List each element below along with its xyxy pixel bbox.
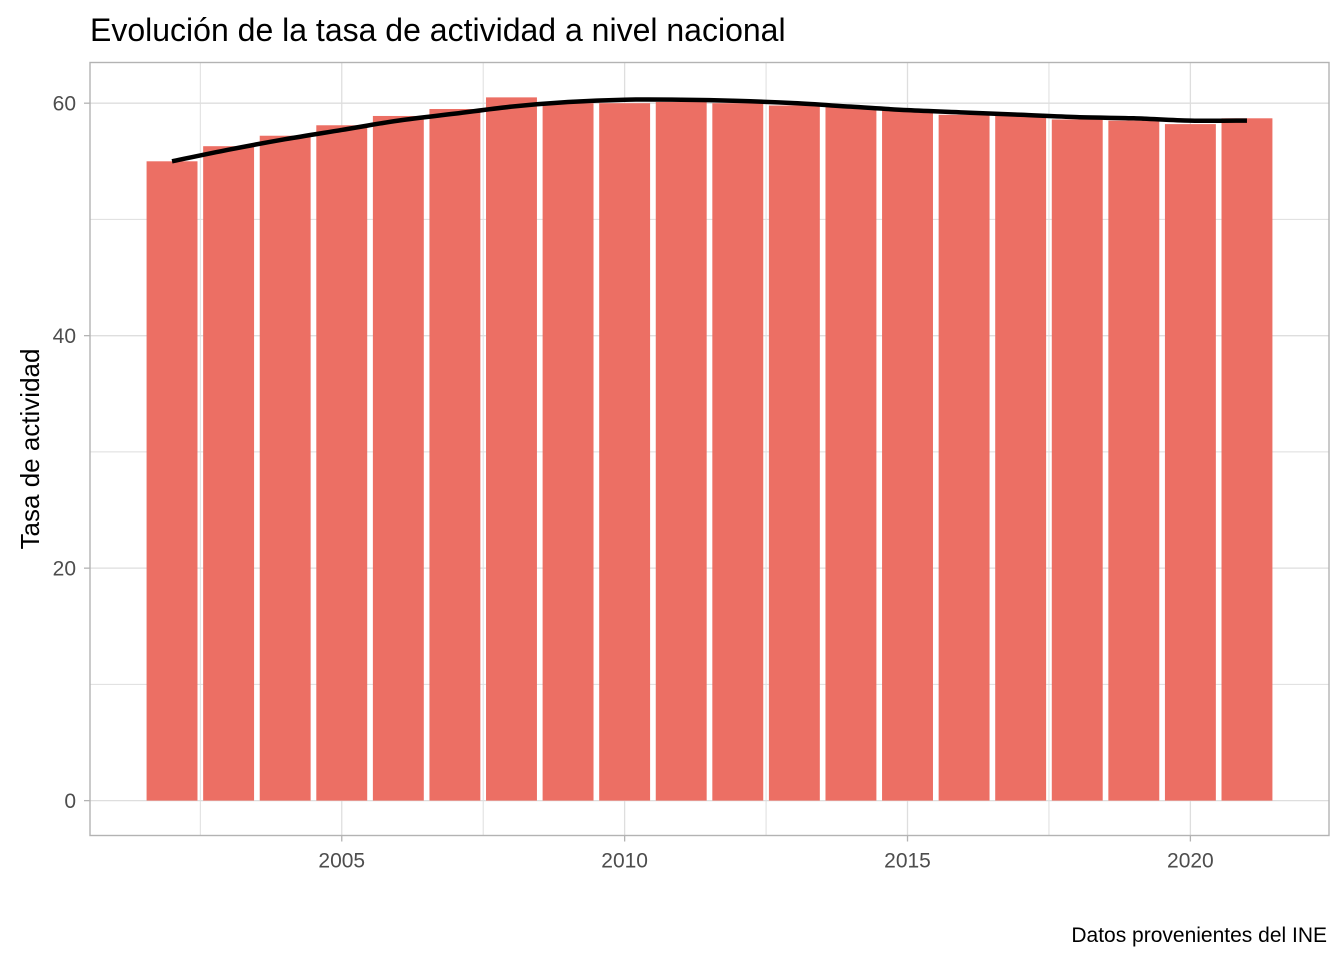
bar-2012: [712, 103, 764, 801]
smooth-trend-line: [171, 97, 1247, 164]
bar-2003: [203, 146, 255, 801]
x-tick-label: 2010: [601, 850, 648, 873]
bar-2005: [316, 125, 368, 801]
bar-2013: [768, 105, 820, 801]
bar-2017: [995, 115, 1047, 801]
bar-2018: [1051, 119, 1103, 801]
y-tick-label: 20: [53, 558, 76, 581]
y-tick-label: 0: [64, 790, 76, 813]
bar-2015: [882, 110, 933, 801]
x-axis: 2005 2010 2015 2020: [318, 835, 1214, 873]
y-axis-title: Tasa de actividad: [15, 349, 45, 550]
chart-caption: Datos provenientes del INE: [1071, 924, 1327, 947]
bar-2006: [372, 115, 424, 801]
bar-2020: [1164, 124, 1216, 801]
bar-2019: [1108, 120, 1160, 801]
chart-title: Evolución de la tasa de actividad a nive…: [90, 12, 786, 48]
y-tick-label: 60: [53, 93, 76, 116]
bar-2021: [1221, 118, 1273, 801]
x-tick-label: 2005: [318, 850, 365, 873]
bar-2007: [429, 108, 481, 801]
bar-2010: [599, 103, 651, 801]
bar-2008: [486, 97, 537, 801]
x-tick-label: 2020: [1167, 850, 1214, 873]
bar-2014: [825, 106, 877, 801]
bar-2009: [542, 103, 594, 801]
y-axis: 0 20 40 60: [53, 93, 90, 813]
bars: [146, 97, 1273, 801]
panel-border: [89, 61, 1330, 837]
x-tick-label: 2015: [884, 850, 931, 873]
y-tick-label: 40: [53, 325, 76, 348]
bar-2002: [146, 161, 198, 801]
bar-2016: [938, 114, 990, 801]
bar-2011: [655, 102, 707, 801]
plot-panel: [89, 61, 1330, 837]
bar-2004: [259, 135, 311, 801]
